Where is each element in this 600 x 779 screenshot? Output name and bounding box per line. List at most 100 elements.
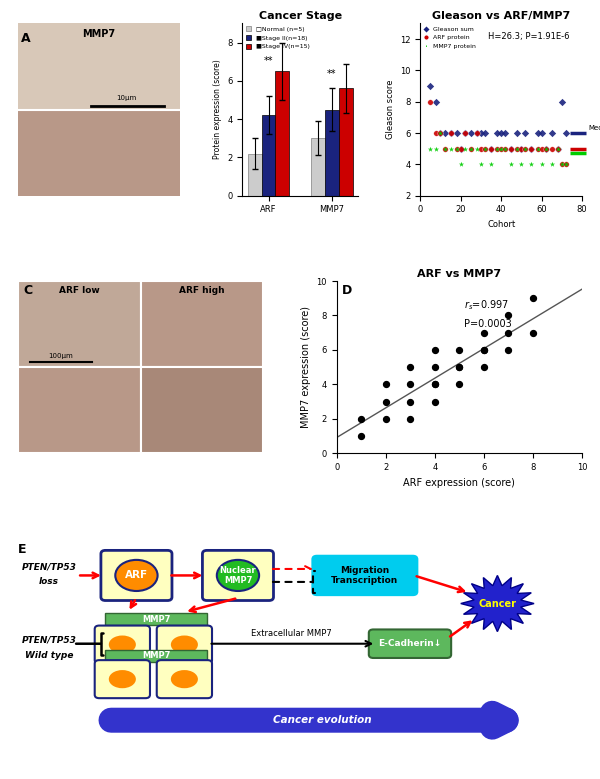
Point — [496, 143, 506, 155]
Point — [506, 143, 516, 155]
FancyBboxPatch shape — [344, 708, 365, 732]
Point — [537, 127, 547, 139]
FancyBboxPatch shape — [18, 23, 180, 110]
Point — [406, 378, 415, 390]
Point — [479, 344, 489, 356]
Text: PTEN/TP53: PTEN/TP53 — [22, 636, 76, 645]
Point — [431, 96, 441, 108]
Text: MMP7: MMP7 — [142, 651, 170, 661]
Point — [527, 143, 536, 155]
Point — [430, 378, 440, 390]
Ellipse shape — [109, 670, 136, 688]
Point — [528, 326, 538, 339]
Point — [480, 143, 490, 155]
Ellipse shape — [217, 560, 259, 591]
Point — [452, 127, 461, 139]
Text: H=26.3; P=1.91E-6: H=26.3; P=1.91E-6 — [488, 32, 570, 41]
FancyBboxPatch shape — [258, 708, 280, 732]
FancyBboxPatch shape — [95, 660, 150, 698]
Title: Gleason vs ARF/MMP7: Gleason vs ARF/MMP7 — [432, 11, 570, 21]
Point — [480, 143, 490, 155]
Point — [476, 143, 486, 155]
Text: E: E — [18, 543, 26, 556]
FancyBboxPatch shape — [151, 708, 173, 732]
Point — [503, 344, 513, 356]
Point — [561, 158, 571, 171]
Point — [406, 396, 415, 408]
FancyBboxPatch shape — [95, 626, 150, 664]
FancyBboxPatch shape — [215, 708, 237, 732]
Point — [557, 96, 566, 108]
Point — [479, 344, 489, 356]
Point — [527, 143, 536, 155]
Point — [446, 127, 455, 139]
Point — [537, 143, 547, 155]
Point — [486, 143, 496, 155]
FancyBboxPatch shape — [451, 708, 473, 732]
Legend: Gleason sum, ARF protein, MMP7 protein: Gleason sum, ARF protein, MMP7 protein — [424, 26, 476, 49]
FancyBboxPatch shape — [408, 708, 430, 732]
FancyBboxPatch shape — [130, 708, 151, 732]
FancyBboxPatch shape — [280, 708, 301, 732]
Point — [500, 127, 510, 139]
Point — [406, 361, 415, 373]
Ellipse shape — [171, 670, 198, 688]
Legend: □Normal (n=5), ■Stage II(n=18), ■Stage IV(n=15): □Normal (n=5), ■Stage II(n=18), ■Stage I… — [245, 26, 310, 49]
Ellipse shape — [115, 560, 158, 591]
Point — [460, 127, 470, 139]
Point — [479, 361, 489, 373]
Point — [506, 158, 516, 171]
Point — [561, 127, 571, 139]
Point — [541, 143, 550, 155]
Text: $\it{r_s}$=0.997: $\it{r_s}$=0.997 — [464, 298, 509, 312]
Text: Cancer evolution: Cancer evolution — [273, 715, 372, 725]
Point — [496, 127, 506, 139]
Text: MMP7: MMP7 — [142, 615, 170, 623]
Text: A: A — [21, 32, 31, 45]
Point — [381, 378, 391, 390]
FancyBboxPatch shape — [301, 708, 323, 732]
Point — [356, 430, 366, 442]
Point — [492, 127, 502, 139]
Title: ARF vs MMP7: ARF vs MMP7 — [418, 269, 502, 279]
Point — [430, 396, 440, 408]
Bar — [339, 89, 353, 196]
FancyBboxPatch shape — [387, 708, 408, 732]
Text: Migration
Transcription: Migration Transcription — [331, 566, 398, 585]
Text: D: D — [341, 284, 352, 298]
Point — [521, 143, 530, 155]
Point — [452, 143, 461, 155]
FancyBboxPatch shape — [194, 708, 215, 732]
Point — [466, 143, 476, 155]
Text: **: ** — [327, 69, 337, 79]
Bar — [262, 115, 275, 196]
FancyBboxPatch shape — [140, 367, 263, 453]
Bar — [248, 153, 262, 196]
Point — [430, 361, 440, 373]
Text: E-Cadherin↓: E-Cadherin↓ — [379, 640, 442, 648]
Point — [533, 127, 542, 139]
Text: ARF high: ARF high — [179, 286, 225, 295]
FancyBboxPatch shape — [323, 708, 344, 732]
Text: ARF low: ARF low — [59, 286, 100, 295]
X-axis label: Cohort: Cohort — [487, 220, 515, 229]
FancyBboxPatch shape — [106, 650, 207, 662]
Text: Median: Median — [588, 125, 600, 132]
Ellipse shape — [109, 636, 136, 654]
Point — [472, 127, 482, 139]
Point — [381, 396, 391, 408]
Bar — [325, 110, 339, 196]
Point — [506, 143, 516, 155]
Text: P=0.0003: P=0.0003 — [464, 319, 512, 329]
Text: Wild type: Wild type — [25, 651, 73, 660]
Point — [496, 143, 506, 155]
Point — [479, 326, 489, 339]
FancyBboxPatch shape — [237, 708, 258, 732]
Y-axis label: MMP7 expression (score): MMP7 expression (score) — [301, 306, 311, 428]
Point — [425, 96, 435, 108]
Point — [446, 143, 455, 155]
Point — [547, 158, 556, 171]
Point — [553, 143, 563, 155]
Point — [486, 143, 496, 155]
Text: PTEN/TP53: PTEN/TP53 — [22, 562, 76, 571]
